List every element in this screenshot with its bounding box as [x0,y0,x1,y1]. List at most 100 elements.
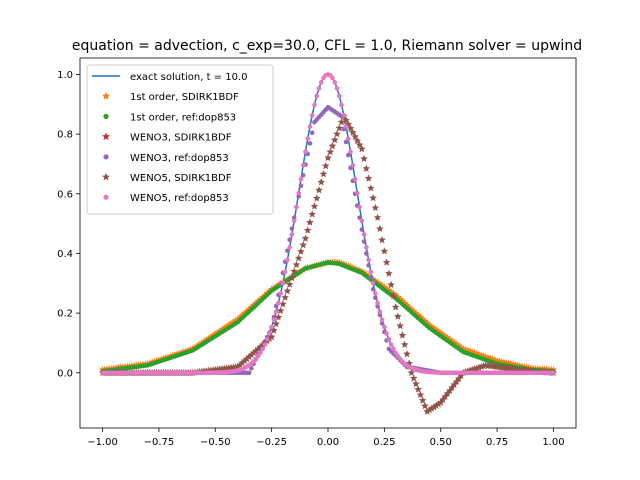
data-point [448,383,456,391]
x-tick-label: 0.00 [317,437,339,448]
legend-swatch [103,194,109,200]
data-point [368,269,374,275]
data-point [246,370,252,376]
data-point [288,274,296,281]
data-point [410,374,418,382]
data-point [379,317,385,323]
data-point [276,300,281,306]
data-point [375,304,380,309]
data-point [258,350,263,356]
legend: exact solution, t = 10.0 1st order, SDIRK… [86,64,274,215]
data-point [412,380,420,387]
data-point [353,137,361,144]
data-point [282,269,288,275]
data-point [376,225,384,232]
y-tick-label: 0.8 [57,130,73,141]
data-point [383,258,391,266]
data-point [297,247,305,255]
data-point [269,324,274,330]
data-point [312,102,317,108]
data-point [457,371,465,379]
data-point [396,322,404,329]
data-point [285,248,290,254]
data-point [300,162,306,168]
data-point [308,210,316,218]
legend-entry: WENO3, SDIRK1BDF [102,132,232,144]
data-point [270,326,278,334]
legend-label: 1st order, ref:dop853 [130,112,236,123]
data-point [394,312,402,320]
data-point [247,351,255,358]
data-point [274,313,283,321]
data-point [334,86,340,91]
x-axis: −1.00 −0.75 −0.50 −0.25 0.00 0.25 0.50 0.75 1.00 [87,428,565,448]
data-point [262,342,268,347]
data-point [332,80,338,85]
data-point [425,406,434,414]
data-point [385,269,393,277]
legend-entry: WENO3, ref:dop853 [103,153,229,164]
data-point [254,345,262,352]
legend-entry: WENO5, SDIRK1BDF [102,172,232,184]
data-point [355,190,360,196]
legend-label: WENO3, ref:dop853 [130,153,229,164]
data-point [428,404,436,412]
legend-swatch [103,113,109,119]
data-point [318,80,324,85]
data-point [392,303,400,311]
data-point [317,178,325,186]
data-point [280,280,286,286]
data-point [315,186,323,194]
data-point [342,116,350,124]
data-point [305,136,311,142]
y-tick-label: 1.0 [57,70,73,81]
data-point [273,309,279,315]
data-point [373,291,378,296]
data-point [361,239,367,244]
data-point [295,254,303,262]
data-point [441,392,449,400]
legend-box [86,64,274,215]
data-point [416,391,425,399]
x-tick-label: 0.25 [373,437,395,448]
series-3 [100,260,556,374]
data-point [294,204,299,210]
data-point [386,337,392,342]
legend-label: 1st order, SDIRK1BDF [130,92,239,103]
data-point [364,174,373,182]
data-point [455,374,463,382]
data-point [373,213,382,221]
data-point [434,400,443,408]
data-point [243,355,251,362]
data-point [339,102,344,108]
data-point [240,357,249,364]
data-point [439,395,447,403]
data-point [255,353,261,359]
data-point [359,227,365,232]
legend-label: WENO3, SDIRK1BDF [130,133,232,144]
legend-items: exact solution, t = 10.0 1st order, SDIRK… [92,72,248,204]
data-point [304,226,312,234]
data-point [298,176,304,182]
data-point [349,128,357,136]
series-layer [98,72,558,415]
data-point [358,145,366,153]
data-point [313,194,321,202]
data-point [362,164,370,172]
legend-label: WENO5, SDIRK1BDF [130,173,232,184]
data-point [238,359,246,366]
data-point [452,377,461,385]
x-tick-label: −0.25 [256,437,287,448]
data-point [319,170,328,178]
data-point [309,130,315,136]
chart-title: equation = advection, c_exp=30.0, CFL = … [72,38,582,54]
data-point [388,342,394,347]
data-point [286,280,294,288]
data-point [421,402,429,410]
x-tick-label: −0.75 [144,437,175,448]
data-point [343,139,349,145]
data-point [387,280,395,288]
x-tick-label: 1.00 [542,437,564,448]
data-point [245,353,253,360]
